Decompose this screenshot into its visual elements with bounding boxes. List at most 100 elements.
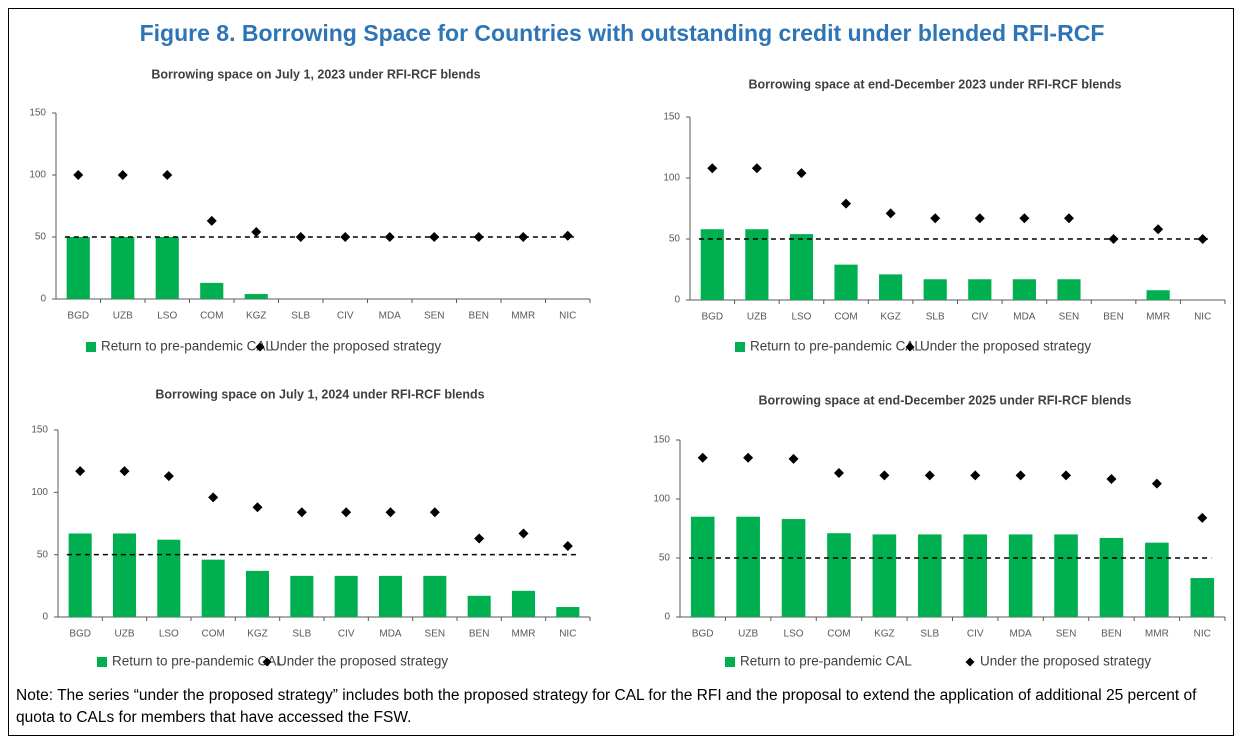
y-tick-label: 100	[653, 494, 670, 505]
x-tick-label: MMR	[512, 629, 536, 640]
x-tick-label: SEN	[424, 311, 445, 322]
bar	[1008, 534, 1033, 617]
x-tick-label: BEN	[469, 629, 490, 640]
diamond-marker	[474, 533, 485, 544]
x-tick-label: UZB	[115, 629, 135, 640]
x-tick-label: CIV	[967, 629, 984, 640]
x-tick-label: BEN	[1101, 629, 1122, 640]
x-tick-label: MDA	[379, 311, 402, 322]
x-tick-label: UZB	[113, 311, 133, 322]
bar	[827, 533, 851, 617]
legend-swatch	[725, 657, 735, 667]
diamond-marker	[751, 163, 762, 174]
x-tick-label: NIC	[1194, 629, 1211, 640]
x-tick-label: UZB	[747, 312, 767, 323]
x-tick-label: NIC	[559, 629, 576, 640]
x-tick-label: MMR	[511, 311, 535, 322]
x-tick-label: SEN	[1059, 312, 1080, 323]
figure-frame	[8, 8, 1234, 736]
x-tick-label: COM	[200, 311, 223, 322]
diamond-marker	[788, 453, 799, 464]
x-tick-label: MDA	[1010, 629, 1033, 640]
charts: Borrowing space on July 1, 2023 under RF…	[29, 67, 1226, 669]
x-tick-label: KGZ	[874, 629, 895, 640]
diamond-marker	[743, 452, 754, 463]
bar	[789, 234, 814, 300]
bar	[700, 229, 724, 300]
x-tick-label: MDA	[379, 629, 402, 640]
x-tick-label: KGZ	[880, 312, 901, 323]
y-tick-label: 0	[42, 612, 48, 623]
bar	[923, 279, 947, 300]
x-tick-label: NIC	[559, 311, 576, 322]
diamond-marker	[518, 528, 529, 539]
x-tick-label: COM	[201, 629, 224, 640]
y-tick-label: 50	[669, 234, 681, 245]
y-tick-label: 0	[674, 295, 680, 306]
y-tick-label: 100	[31, 487, 48, 498]
x-tick-label: SEN	[425, 629, 446, 640]
y-tick-label: 150	[653, 435, 670, 446]
diamond-marker	[1015, 470, 1026, 481]
diamond-marker	[1197, 512, 1208, 523]
x-tick-label: SLB	[291, 311, 310, 322]
diamond-marker	[1063, 213, 1074, 224]
x-tick-label: COM	[827, 629, 850, 640]
x-tick-label: CIV	[337, 311, 354, 322]
legend-swatch	[255, 342, 265, 352]
bar	[872, 534, 897, 617]
x-tick-label: SLB	[926, 312, 945, 323]
bar	[879, 274, 903, 300]
diamond-marker	[1151, 478, 1162, 489]
bar	[467, 595, 491, 617]
diamond-marker	[73, 170, 84, 180]
diamond-marker	[697, 452, 708, 463]
diamond-marker	[385, 507, 396, 518]
legend-label: Return to pre-pandemic CAL	[112, 654, 284, 669]
y-tick-label: 150	[29, 108, 46, 119]
legend-swatch	[86, 342, 96, 352]
bar	[201, 559, 225, 617]
x-tick-label: CIV	[971, 312, 988, 323]
bar	[556, 607, 580, 617]
bar	[1145, 542, 1169, 617]
diamond-marker	[1061, 470, 1072, 481]
bar	[1057, 279, 1081, 300]
bar	[155, 237, 179, 299]
bar	[834, 264, 858, 300]
diamond-marker	[562, 230, 573, 241]
x-tick-label: MMR	[1145, 629, 1169, 640]
y-tick-label: 50	[659, 553, 671, 564]
x-tick-label: NIC	[1194, 312, 1211, 323]
bar	[690, 516, 715, 617]
bar	[963, 534, 988, 617]
legend-label: Under the proposed strategy	[270, 339, 441, 354]
bar	[736, 516, 760, 617]
legend-label: Return to pre-pandemic CAL	[101, 339, 273, 354]
diamond-marker	[119, 466, 130, 477]
diamond-marker	[251, 227, 262, 238]
figure-title: Figure 8. Borrowing Space for Countries …	[139, 20, 1105, 46]
bar	[968, 279, 992, 300]
legend-label: Return to pre-pandemic CAL	[750, 339, 922, 354]
bar	[334, 575, 358, 617]
x-tick-label: SLB	[920, 629, 939, 640]
diamond-marker	[1106, 473, 1117, 484]
diamond-marker	[974, 213, 985, 224]
bar	[378, 575, 403, 617]
diamond-marker	[796, 168, 807, 179]
x-tick-label: BEN	[468, 311, 489, 322]
diamond-marker	[930, 213, 941, 224]
diamond-marker	[163, 471, 174, 482]
y-tick-label: 0	[664, 612, 670, 623]
diamond-marker	[296, 507, 307, 518]
y-tick-label: 150	[31, 425, 48, 436]
diamond-marker	[1153, 224, 1164, 235]
legend-swatch	[735, 342, 745, 352]
bar	[1146, 290, 1170, 300]
y-tick-label: 100	[29, 170, 46, 181]
bar	[781, 519, 806, 617]
x-tick-label: BGD	[69, 629, 91, 640]
bar	[511, 590, 536, 617]
x-tick-label: UZB	[738, 629, 758, 640]
